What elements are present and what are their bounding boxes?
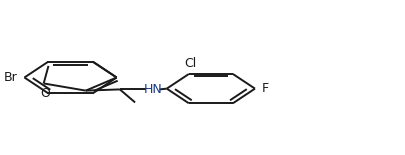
Text: Cl: Cl bbox=[184, 57, 196, 70]
Text: Br: Br bbox=[4, 71, 17, 84]
Text: O: O bbox=[40, 87, 51, 100]
Text: HN: HN bbox=[143, 83, 162, 96]
Text: F: F bbox=[262, 82, 269, 95]
